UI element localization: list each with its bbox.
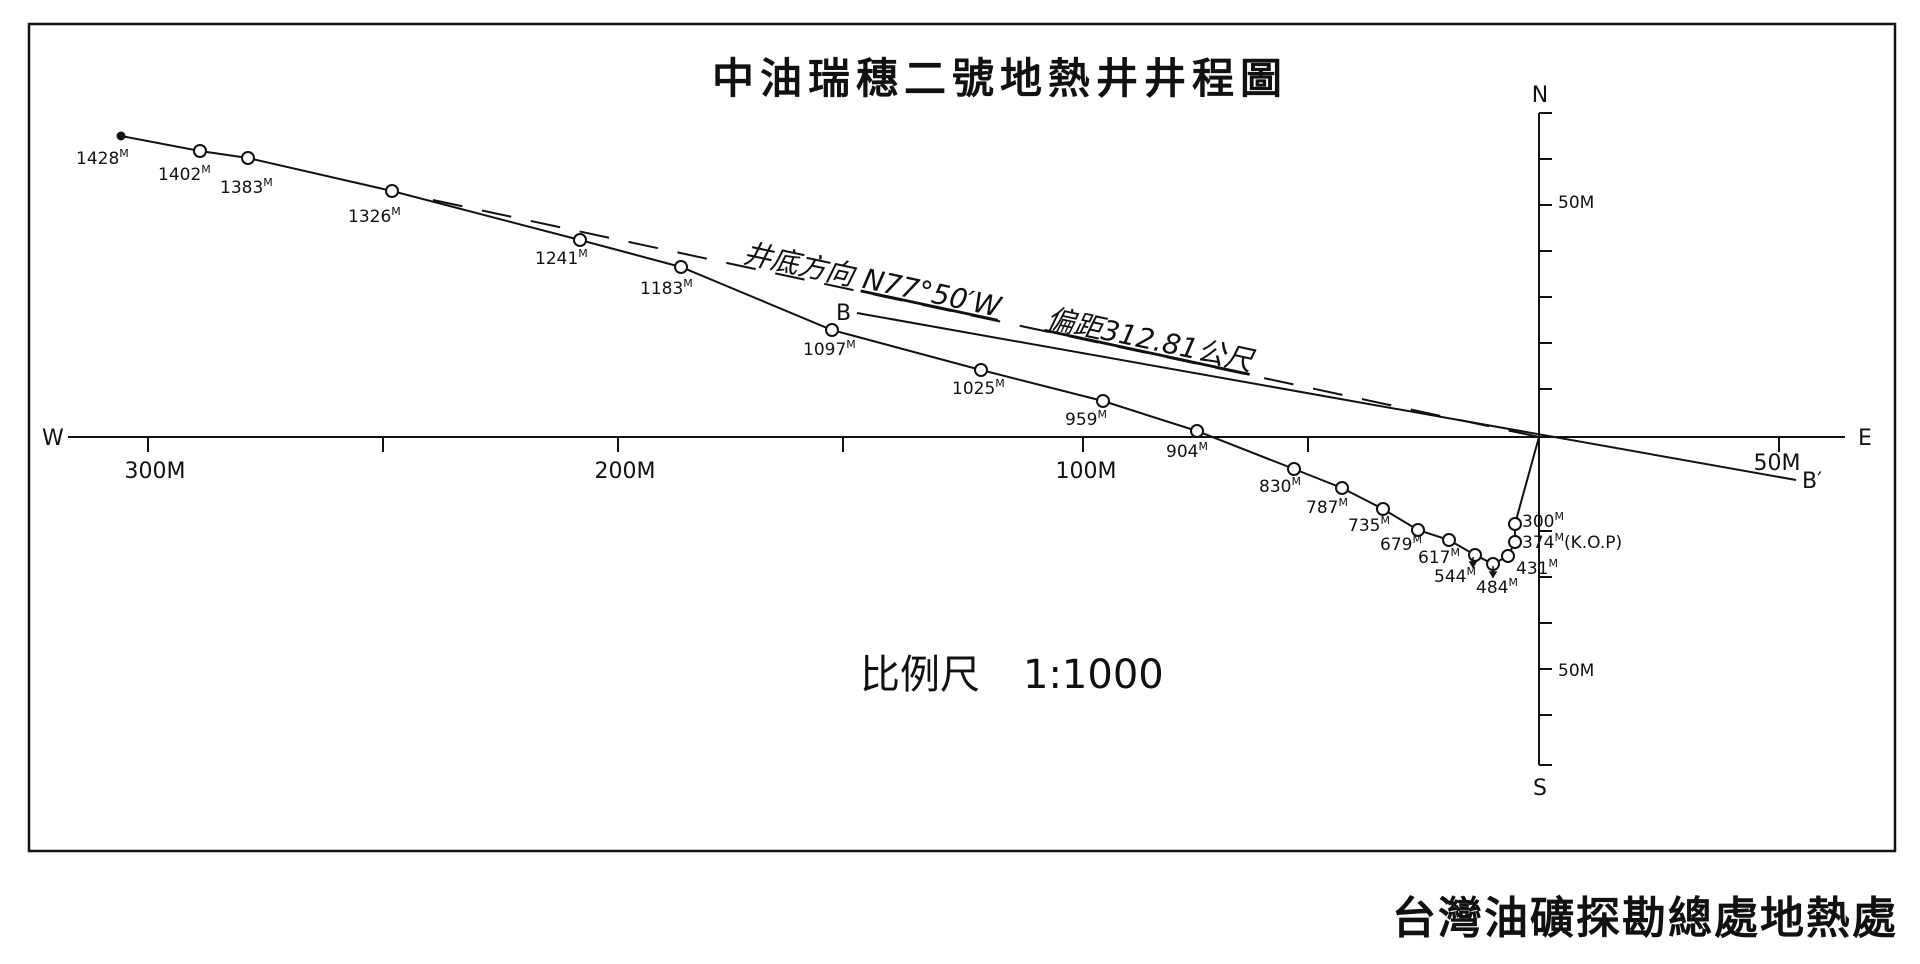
section-line-b-b-prime	[856, 312, 1797, 481]
survey-point-marker	[1508, 535, 1522, 549]
survey-point-label: 1183M	[640, 277, 693, 299]
survey-point-marker	[1508, 517, 1522, 531]
direction-offset: 偏距312.81公尺	[1044, 302, 1258, 379]
survey-point-label: 679M	[1380, 533, 1422, 555]
survey-point-marker	[1501, 549, 1515, 563]
survey-point-label: 787M	[1306, 496, 1348, 518]
survey-point-label: 1383M	[220, 176, 273, 198]
section-end-label: B′	[1802, 469, 1822, 494]
scale-ratio: 1:1000	[1023, 652, 1164, 698]
organization-footer: 台灣油礦探勘總處地熱處	[1392, 893, 1898, 944]
survey-point-label: 1402M	[158, 163, 211, 185]
survey-point-marker	[241, 151, 255, 165]
section-start-label: B	[836, 301, 851, 326]
well-bottom-direction-line	[432, 199, 1540, 438]
survey-point-label: 1428M	[76, 147, 129, 169]
survey-point-label: 484M	[1476, 576, 1518, 598]
survey-point-marker	[1335, 481, 1349, 495]
survey-point-marker	[573, 233, 587, 247]
survey-point-label: 735M	[1348, 514, 1390, 536]
direction-prefix: 井底方向	[741, 237, 860, 293]
survey-point-label: 431M	[1516, 557, 1558, 579]
survey-point-label: 830M	[1259, 475, 1301, 497]
survey-point-marker	[116, 131, 126, 141]
survey-point-marker	[1411, 523, 1425, 537]
survey-markers	[116, 131, 1522, 571]
survey-point-label: 1241M	[535, 247, 588, 269]
x-tick-label-100m: 100M	[1056, 459, 1117, 484]
survey-point-marker	[1442, 533, 1456, 547]
survey-point-marker	[974, 363, 988, 377]
x-tick-label-50m: 50M	[1754, 451, 1801, 476]
compass-east-label: E	[1858, 426, 1872, 451]
survey-point-label: 374M(K.O.P)	[1522, 531, 1622, 553]
survey-point-marker	[1096, 394, 1110, 408]
survey-point-marker	[193, 144, 207, 158]
kickoff-arrows	[1468, 557, 1498, 579]
x-tick-label-300m: 300M	[125, 459, 186, 484]
survey-point-label: 1326M	[348, 205, 401, 227]
survey-point-marker	[1190, 424, 1204, 438]
survey-point-label: 1025M	[952, 377, 1005, 399]
compass-west-label: W	[42, 426, 64, 451]
survey-point-marker	[825, 323, 839, 337]
survey-point-label: 904M	[1166, 440, 1208, 462]
survey-point-marker	[674, 260, 688, 274]
y-tick-label-north-50m: 50M	[1558, 193, 1594, 213]
survey-labels: 300M374M(K.O.P)431M484M544M617M679M735M7…	[76, 147, 1622, 598]
y-tick-label-south-50m: 50M	[1558, 661, 1594, 681]
compass-north-label: N	[1532, 83, 1548, 108]
survey-point-label: 544M	[1434, 565, 1476, 587]
scale-label: 比例尺	[860, 652, 980, 698]
y-axis-ticks	[1539, 112, 1552, 766]
survey-point-label: 300M	[1522, 510, 1564, 532]
x-tick-label-200m: 200M	[595, 459, 656, 484]
direction-bearing: N77°50′W	[860, 262, 1005, 324]
diagram-frame	[27, 22, 1897, 853]
survey-point-marker	[1287, 462, 1301, 476]
x-axis-ticks	[147, 437, 1780, 452]
survey-point-marker	[1468, 548, 1482, 562]
survey-point-label: 617M	[1418, 546, 1460, 568]
compass-south-label: S	[1533, 776, 1547, 801]
survey-point-label: 959M	[1065, 408, 1107, 430]
diagram-title: 中油瑞穗二號地熱井井程圖	[712, 54, 1288, 103]
survey-point-marker	[385, 184, 399, 198]
survey-point-label: 1097M	[803, 338, 856, 360]
survey-point-marker	[1376, 502, 1390, 516]
